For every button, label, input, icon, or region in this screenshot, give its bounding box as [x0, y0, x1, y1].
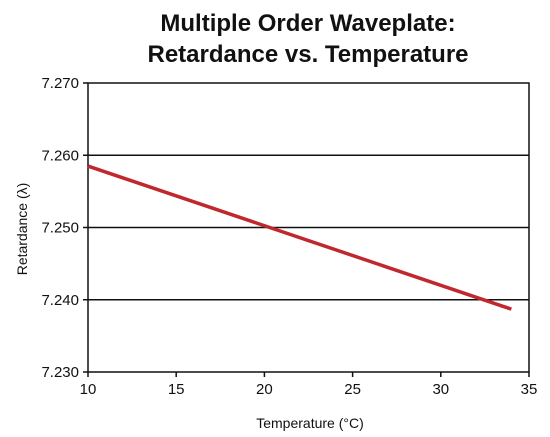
y-axis-label: Retardance (λ)	[14, 183, 30, 276]
x-tick-labels: 10 15 20 25 30 35	[80, 372, 538, 398]
x-tick-label: 15	[168, 381, 185, 398]
x-tick-label: 20	[256, 381, 273, 398]
series-layer	[87, 164, 512, 311]
chart-title-line-2: Retardance vs. Temperature	[147, 41, 468, 68]
x-tick-label: 25	[344, 381, 361, 398]
x-tick-label: 35	[521, 381, 538, 398]
series-line	[87, 164, 512, 311]
y-tick-label: 7.250	[41, 220, 79, 237]
x-tick-label: 30	[432, 381, 449, 398]
chart-title-line-1: Multiple Order Waveplate:	[160, 10, 455, 37]
y-tick-label: 7.260	[41, 147, 79, 164]
y-tick-label: 7.240	[41, 292, 79, 309]
x-axis-label: Temperature (°C)	[256, 415, 364, 431]
grid-lines	[88, 154, 529, 301]
x-tick-label: 10	[80, 381, 97, 398]
y-tick-label: 7.270	[41, 75, 79, 92]
y-tick-label: 7.230	[41, 364, 79, 381]
y-tick-labels: 7.230 7.240 7.250 7.260 7.270	[41, 75, 88, 381]
